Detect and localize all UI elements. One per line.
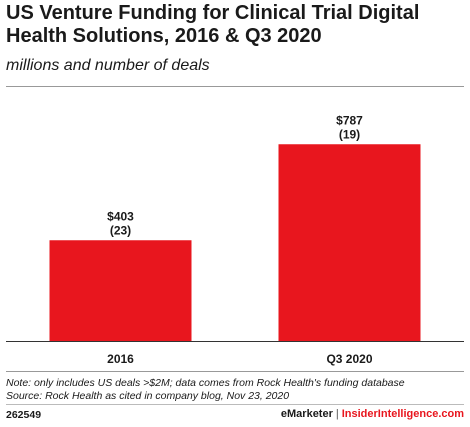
bar-value-label: $403: [107, 209, 134, 223]
bar-q3-2020: [278, 144, 421, 341]
footer-brand: eMarketer | InsiderIntelligence.com: [281, 408, 464, 420]
bar-deal-count-label: (23): [110, 223, 131, 237]
source-text: Source: Rock Health as cited in company …: [6, 390, 290, 402]
chart-id: 262549: [6, 409, 42, 421]
bar-2016: [49, 240, 192, 341]
x-tick-label: 2016: [107, 352, 134, 366]
brand-emarketer: eMarketer: [280, 408, 333, 420]
bar-deal-count-label: (19): [339, 127, 360, 141]
bar-value-label: $787: [336, 113, 363, 127]
footer-divider: [6, 404, 464, 405]
brand-insider-intelligence: InsiderIntelligence.com: [341, 408, 464, 420]
chart-title: US Venture Funding for Clinical Trial Di…: [6, 2, 420, 47]
brand-separator: |: [335, 408, 339, 420]
chart-subtitle: millions and number of deals: [6, 57, 210, 74]
x-tick-label: Q3 2020: [326, 352, 372, 366]
note-text: Note: only includes US deals >$2M; data …: [6, 377, 405, 389]
bar-chart: $403(23) 2016 $787(19) Q3 2020: [6, 113, 464, 366]
chart-area: $403 (23) 2016 $787 (19) Q3 2020: [6, 86, 464, 372]
chart-notes: Note: only includes US deals >$2M; data …: [6, 377, 405, 403]
